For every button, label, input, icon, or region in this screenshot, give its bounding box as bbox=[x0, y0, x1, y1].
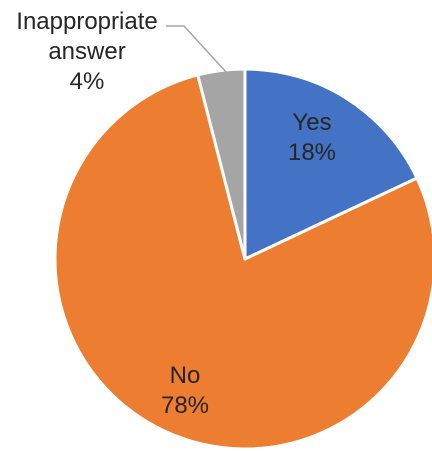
slice-category-label: Inappropriate bbox=[16, 8, 157, 35]
slice-value-label: 4% bbox=[70, 68, 105, 95]
slice-value-label: 18% bbox=[288, 139, 336, 166]
leader-line bbox=[166, 25, 227, 73]
pie-slice-no bbox=[53, 73, 432, 451]
pie-slice-yes bbox=[243, 67, 419, 261]
pie-slices bbox=[53, 67, 432, 451]
slice-category-label: No bbox=[170, 362, 201, 389]
slice-category-label: answer bbox=[48, 38, 125, 65]
slice-value-label: 78% bbox=[161, 392, 209, 419]
pie-labels: Yes 18% No 78% Inappropriate answer 4% bbox=[16, 8, 336, 419]
pie-slice-inappropriate-answer bbox=[196, 67, 247, 261]
slice-category-label: Yes bbox=[292, 109, 331, 136]
